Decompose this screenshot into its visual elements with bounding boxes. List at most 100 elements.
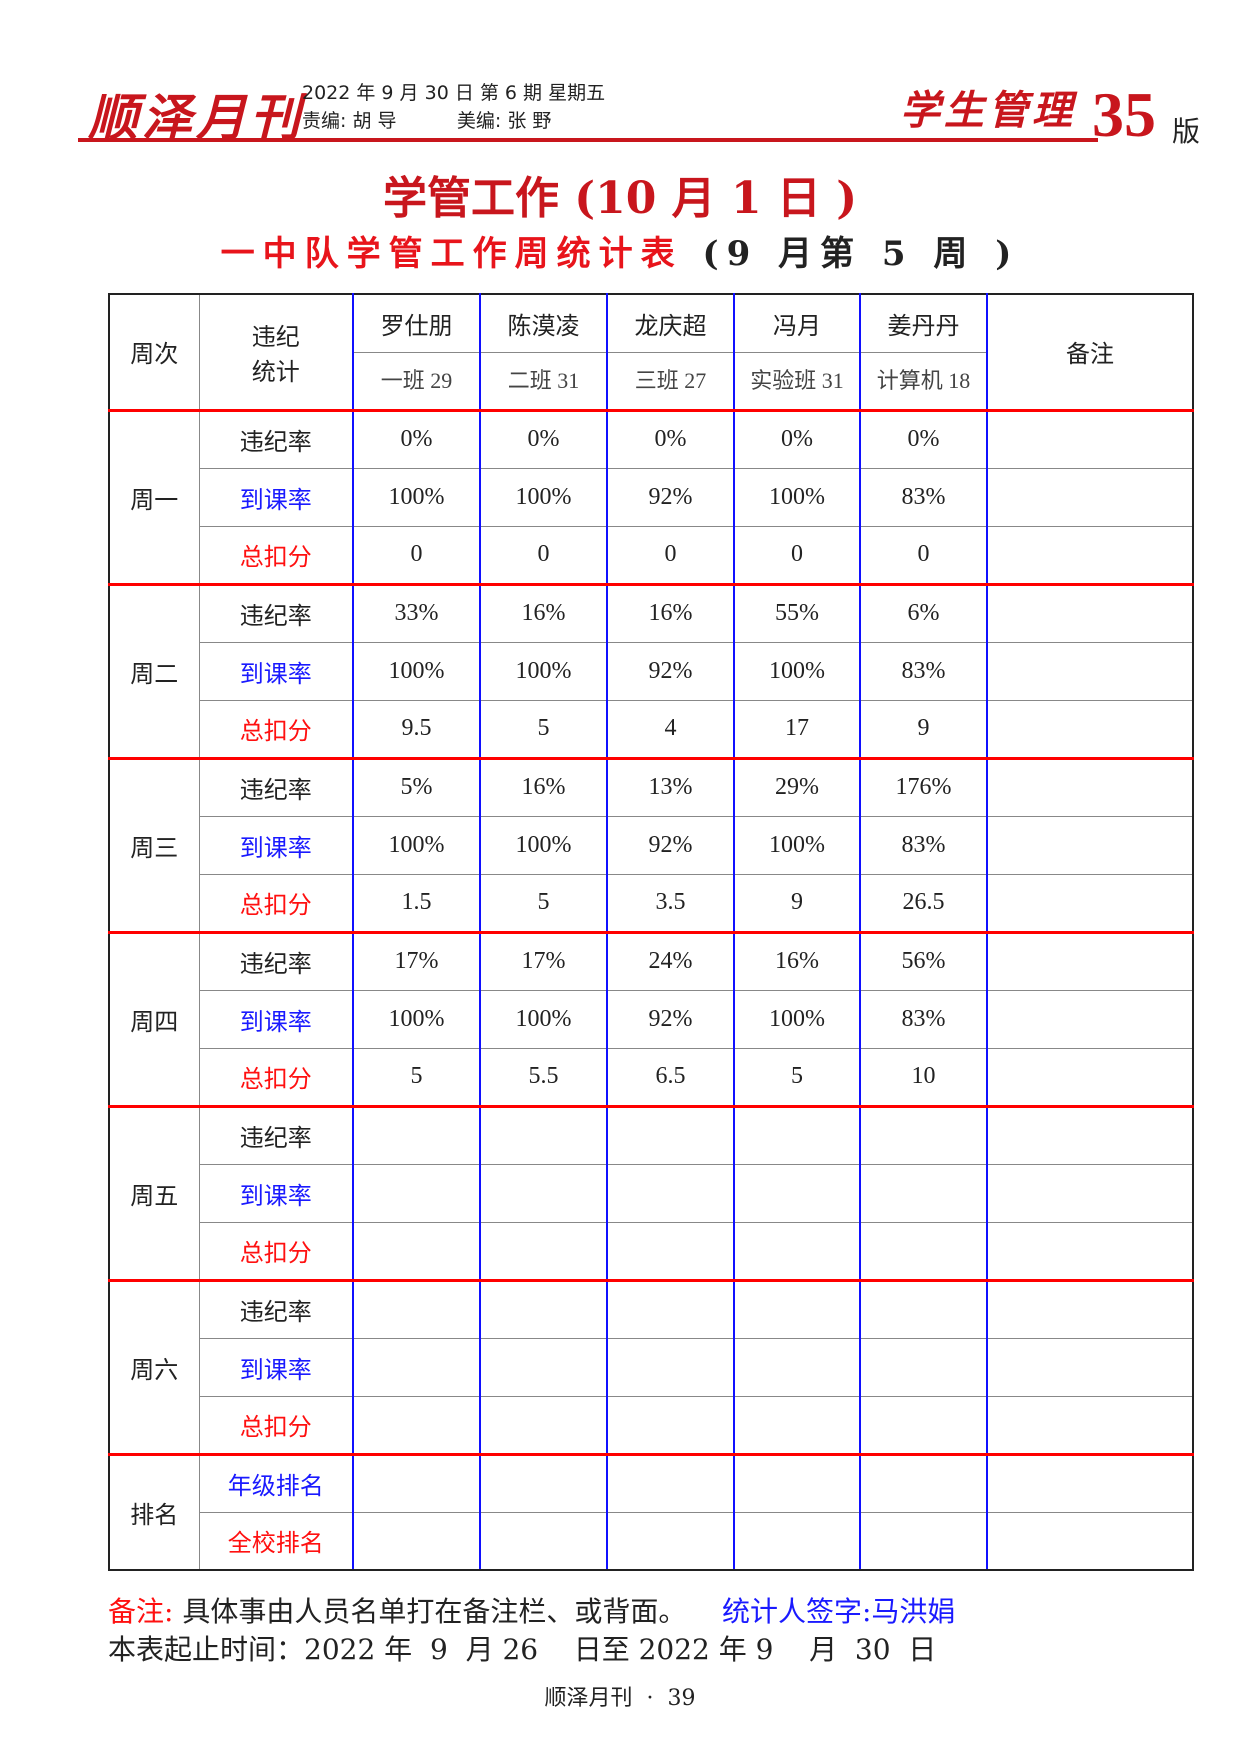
table-row: 总扣分 xyxy=(109,1395,1194,1455)
value-cell xyxy=(606,1104,735,1165)
week-label: 周二 xyxy=(108,582,200,759)
value-cell: 92% xyxy=(606,989,735,1049)
value-cell xyxy=(479,1104,608,1165)
remarks-cell xyxy=(986,1337,1194,1397)
value-cell xyxy=(859,1163,988,1223)
week-label: 周五 xyxy=(108,1104,200,1281)
week-label: 周一 xyxy=(108,408,200,585)
page-suffix: 版 xyxy=(1172,115,1201,148)
value-cell: 100% xyxy=(352,815,481,875)
teacher-class: 一班 29 xyxy=(352,351,481,411)
remarks-cell xyxy=(986,699,1194,759)
value-cell: 100% xyxy=(733,815,861,875)
metric-label: 到课率 xyxy=(198,467,354,527)
value-cell xyxy=(606,1452,735,1513)
value-cell: 24% xyxy=(606,930,735,991)
teacher-class: 计算机 18 xyxy=(859,351,988,411)
value-cell: 5 xyxy=(733,1047,861,1107)
value-cell: 100% xyxy=(479,815,608,875)
value-cell xyxy=(859,1395,988,1455)
value-cell: 0 xyxy=(352,525,481,585)
value-cell: 13% xyxy=(606,756,735,817)
metric-label: 违纪率 xyxy=(198,930,354,991)
teacher-name: 陈漠凌 xyxy=(479,293,608,353)
remarks-cell xyxy=(986,1395,1194,1455)
value-cell: 92% xyxy=(606,641,735,701)
teacher-name: 罗仕朋 xyxy=(352,293,481,353)
value-cell: 0% xyxy=(606,408,735,469)
metric-label: 违纪率 xyxy=(198,1278,354,1339)
value-cell xyxy=(733,1511,861,1571)
table-row: 周四 违纪率 17% 17% 24% 16% 56% xyxy=(108,930,1194,1107)
editor-line: 责编: 胡 导 美编: 张 野 xyxy=(302,110,552,132)
value-cell: 0% xyxy=(733,408,861,469)
value-cell: 83% xyxy=(859,989,988,1049)
metric-label: 全校排名 xyxy=(198,1511,354,1571)
value-cell: 100% xyxy=(733,641,861,701)
value-cell xyxy=(606,1511,735,1571)
teacher-class: 实验班 31 xyxy=(733,351,861,411)
value-cell xyxy=(859,1104,988,1165)
header-week: 周次 xyxy=(108,293,200,411)
table-title-main: 一中队学管工作周统计表 xyxy=(220,234,683,274)
value-cell: 0 xyxy=(479,525,608,585)
table-row: 到课率 xyxy=(109,1163,1194,1223)
value-cell: 4 xyxy=(606,699,735,759)
week-label: 周六 xyxy=(108,1278,200,1455)
value-cell: 9 xyxy=(859,699,988,759)
value-cell xyxy=(859,1337,988,1397)
value-cell: 100% xyxy=(479,989,608,1049)
value-cell: 100% xyxy=(352,989,481,1049)
notes-label: 备注: xyxy=(108,1595,174,1628)
metric-label: 总扣分 xyxy=(198,1047,354,1107)
value-cell xyxy=(733,1337,861,1397)
value-cell xyxy=(733,1395,861,1455)
value-cell xyxy=(606,1278,735,1339)
metric-label: 到课率 xyxy=(198,641,354,701)
value-cell xyxy=(606,1163,735,1223)
value-cell xyxy=(733,1278,861,1339)
value-cell: 33% xyxy=(352,582,481,643)
value-cell: 16% xyxy=(733,930,861,991)
table-row: 总扣分 9.5 5 4 17 9 xyxy=(109,699,1194,759)
value-cell xyxy=(479,1221,608,1281)
value-cell: 100% xyxy=(352,467,481,527)
metric-label: 违纪率 xyxy=(198,408,354,469)
value-cell xyxy=(479,1163,608,1223)
remarks-cell xyxy=(986,1047,1194,1107)
value-cell xyxy=(733,1221,861,1281)
table-row: 总扣分 5 5.5 6.5 5 10 xyxy=(109,1047,1194,1107)
section-title: 学生管理 xyxy=(900,87,1076,134)
value-cell xyxy=(352,1278,481,1339)
value-cell: 6.5 xyxy=(606,1047,735,1107)
metric-label: 年级排名 xyxy=(198,1452,354,1513)
remarks-cell xyxy=(986,756,1194,817)
value-cell: 83% xyxy=(859,641,988,701)
value-cell xyxy=(606,1337,735,1397)
value-cell xyxy=(352,1395,481,1455)
notes-text: 具体事由人员名单打在备注栏、或背面。 xyxy=(182,1595,687,1628)
metric-label: 总扣分 xyxy=(198,525,354,585)
table-row: 全校排名 xyxy=(109,1511,1194,1571)
metric-label: 到课率 xyxy=(198,1337,354,1397)
value-cell: 5 xyxy=(479,699,608,759)
remarks-cell xyxy=(986,582,1194,643)
value-cell: 100% xyxy=(733,467,861,527)
value-cell: 17% xyxy=(479,930,608,991)
table-row: 总扣分 1.5 5 3.5 9 26.5 xyxy=(109,873,1194,933)
value-cell xyxy=(479,1452,608,1513)
metric-label: 总扣分 xyxy=(198,873,354,933)
value-cell: 29% xyxy=(733,756,861,817)
masthead-logo: 顺泽月刊 xyxy=(88,88,304,147)
teacher-name: 龙庆超 xyxy=(606,293,735,353)
value-cell xyxy=(733,1163,861,1223)
table-row: 总扣分 xyxy=(109,1221,1194,1281)
remarks-cell xyxy=(986,989,1194,1049)
value-cell: 16% xyxy=(479,756,608,817)
value-cell: 56% xyxy=(859,930,988,991)
value-cell xyxy=(352,1104,481,1165)
metric-label: 总扣分 xyxy=(198,1221,354,1281)
remarks-cell xyxy=(986,467,1194,527)
remarks-cell xyxy=(986,1163,1194,1223)
value-cell xyxy=(352,1221,481,1281)
